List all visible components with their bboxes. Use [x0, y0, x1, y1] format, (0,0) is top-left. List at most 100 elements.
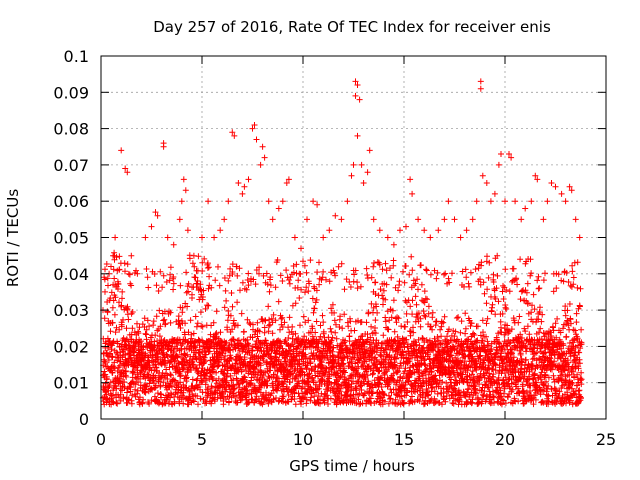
- data-point: [578, 376, 585, 383]
- data-point: [155, 288, 162, 294]
- data-point: [431, 388, 438, 395]
- data-point: [129, 309, 136, 315]
- data-point: [184, 351, 191, 358]
- data-point: [313, 296, 320, 303]
- data-point: [416, 398, 423, 405]
- data-point: [235, 180, 242, 186]
- data-point: [363, 265, 370, 272]
- data-point: [146, 400, 153, 407]
- data-point: [506, 151, 512, 157]
- data-point: [500, 360, 507, 367]
- data-point: [261, 329, 268, 336]
- data-point: [502, 374, 509, 381]
- data-point: [265, 400, 272, 407]
- data-point: [515, 398, 522, 405]
- data-point: [551, 358, 558, 365]
- data-point: [348, 172, 355, 179]
- data-point: [205, 264, 212, 271]
- data-point: [421, 299, 428, 306]
- data-point: [179, 304, 186, 311]
- data-point: [491, 394, 497, 401]
- axis-ticks: [100, 55, 607, 420]
- data-point: [302, 289, 308, 296]
- data-point: [394, 333, 401, 340]
- data-point: [342, 369, 348, 376]
- data-point: [357, 382, 364, 389]
- data-point: [347, 284, 354, 290]
- data-point: [358, 161, 365, 168]
- data-point: [116, 266, 123, 273]
- data-point: [307, 359, 314, 366]
- data-point: [145, 284, 152, 291]
- data-point: [441, 313, 448, 320]
- y-tick-label: 0.1: [64, 47, 89, 66]
- data-point: [119, 288, 126, 295]
- data-point: [537, 325, 544, 332]
- data-point: [327, 325, 334, 332]
- data-point: [527, 382, 534, 389]
- data-point: [535, 316, 542, 323]
- data-point: [343, 276, 350, 283]
- data-point: [241, 373, 248, 380]
- data-point: [134, 270, 141, 277]
- data-point: [194, 278, 201, 284]
- data-point: [137, 394, 143, 401]
- data-point: [372, 279, 379, 286]
- data-point: [444, 340, 451, 347]
- data-point: [102, 288, 108, 295]
- data-point: [527, 272, 534, 279]
- data-point: [439, 379, 446, 385]
- data-point: [215, 383, 222, 390]
- data-point: [428, 385, 435, 391]
- data-point: [549, 366, 555, 373]
- data-point: [441, 216, 448, 223]
- data-point: [329, 386, 336, 393]
- data-point: [446, 326, 452, 333]
- data-point: [398, 393, 405, 400]
- data-point: [492, 311, 499, 318]
- data-point: [468, 400, 475, 407]
- data-point: [313, 287, 320, 294]
- data-point: [425, 392, 432, 399]
- data-point: [494, 398, 501, 405]
- data-point: [319, 353, 326, 360]
- data-point: [458, 359, 465, 366]
- data-point: [295, 361, 302, 367]
- data-point: [221, 304, 228, 311]
- data-point: [328, 337, 335, 344]
- data-point: [526, 331, 533, 338]
- data-point: [240, 378, 247, 385]
- data-point: [483, 180, 490, 186]
- data-point: [528, 309, 535, 316]
- data-point: [156, 333, 163, 340]
- data-point: [204, 302, 211, 309]
- data-point: [370, 370, 376, 377]
- data-point: [203, 351, 209, 358]
- data-point: [484, 286, 491, 293]
- data-point: [332, 212, 339, 219]
- data-point: [137, 375, 144, 382]
- data-point: [186, 388, 193, 395]
- data-point: [329, 334, 336, 341]
- data-point: [517, 296, 524, 303]
- data-point: [538, 318, 545, 325]
- data-point: [372, 317, 379, 324]
- data-point: [381, 392, 388, 399]
- data-point: [167, 309, 174, 316]
- data-point: [502, 198, 508, 205]
- data-point: [224, 326, 231, 333]
- data-point: [540, 382, 547, 388]
- data-point: [289, 323, 296, 330]
- data-point: [126, 271, 133, 278]
- data-point: [309, 295, 316, 302]
- data-point: [553, 285, 560, 292]
- data-point: [448, 352, 455, 359]
- data-point: [297, 373, 304, 379]
- data-point: [566, 183, 573, 190]
- data-point: [457, 359, 464, 365]
- data-point: [412, 339, 419, 346]
- data-point: [479, 172, 486, 179]
- data-point: [256, 264, 263, 271]
- data-point: [367, 334, 374, 341]
- data-point: [485, 274, 492, 281]
